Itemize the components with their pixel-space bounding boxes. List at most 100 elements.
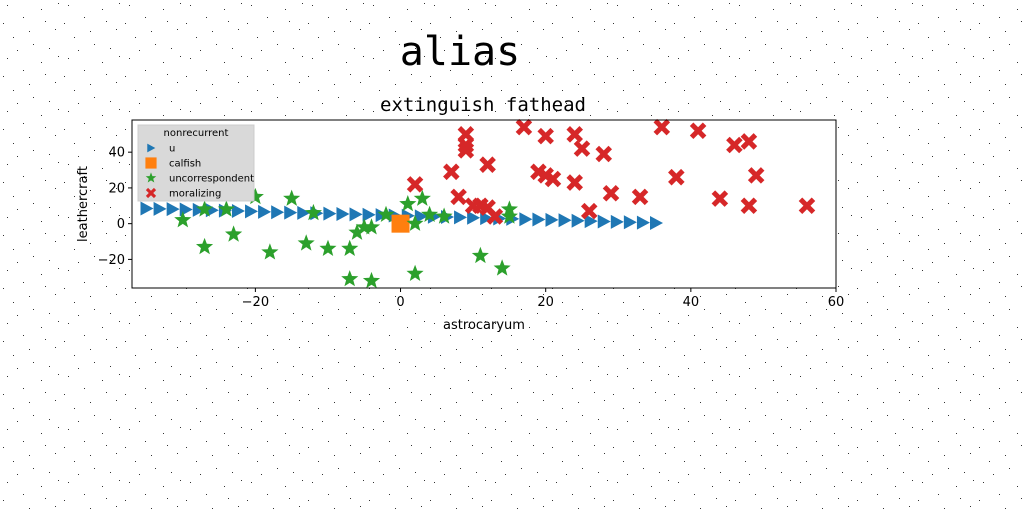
data-point-moralizing bbox=[668, 168, 685, 186]
data-marks bbox=[140, 118, 816, 289]
data-point-uncorrespondent bbox=[421, 205, 439, 222]
legend-label-u: u bbox=[169, 144, 175, 155]
data-point-uncorrespondent bbox=[362, 218, 381, 235]
data-point-u bbox=[584, 214, 598, 229]
data-point-moralizing bbox=[602, 185, 620, 202]
legend-marker-calfish bbox=[145, 157, 157, 169]
data-point-uncorrespondent bbox=[413, 189, 431, 206]
data-point-moralizing bbox=[406, 176, 424, 193]
legend-marker-uncorrespondent bbox=[145, 172, 157, 183]
data-point-uncorrespondent bbox=[406, 214, 424, 231]
data-point-moralizing bbox=[486, 208, 504, 225]
data-point-u bbox=[610, 214, 624, 229]
data-point-uncorrespondent bbox=[355, 218, 373, 235]
x-tick-label: 60 bbox=[828, 295, 845, 310]
legend-label-calfish: calfish bbox=[169, 159, 201, 170]
data-point-uncorrespondent bbox=[406, 264, 424, 281]
data-point-u bbox=[349, 207, 363, 222]
data-point-uncorrespondent bbox=[174, 211, 192, 228]
data-point-uncorrespondent bbox=[348, 223, 366, 240]
data-point-uncorrespondent bbox=[196, 200, 214, 217]
data-point-uncorrespondent bbox=[304, 203, 322, 221]
data-point-u bbox=[271, 205, 285, 220]
data-point-u bbox=[140, 201, 154, 216]
y-tick-label: 20 bbox=[108, 181, 125, 196]
y-axis: −20 0 20 40 bbox=[98, 146, 132, 268]
data-point-moralizing bbox=[566, 174, 583, 191]
y-tick-label: −20 bbox=[98, 253, 125, 268]
data-point-calfish bbox=[391, 214, 410, 233]
data-point-u bbox=[414, 209, 428, 224]
data-point-u bbox=[284, 205, 298, 220]
data-point-u bbox=[153, 201, 167, 216]
x-axis: −20 0 20 40 60 bbox=[242, 288, 845, 310]
legend-label-moralizing: moralizing bbox=[169, 189, 221, 200]
data-point-moralizing bbox=[740, 133, 758, 150]
data-point-moralizing bbox=[573, 140, 591, 157]
data-point-u bbox=[231, 203, 245, 218]
data-point-u bbox=[166, 202, 180, 217]
data-point-moralizing bbox=[726, 136, 743, 154]
data-point-u bbox=[245, 204, 259, 219]
plot-frame bbox=[131, 119, 837, 289]
data-point-uncorrespondent bbox=[225, 225, 243, 242]
data-point-moralizing bbox=[740, 197, 758, 215]
data-point-u bbox=[336, 207, 350, 222]
data-point-uncorrespondent bbox=[261, 243, 279, 260]
data-point-moralizing bbox=[580, 202, 598, 220]
data-point-moralizing bbox=[544, 170, 562, 188]
data-point-u bbox=[519, 212, 533, 227]
y-tick-label: 40 bbox=[108, 146, 125, 161]
data-point-moralizing bbox=[443, 163, 460, 181]
data-point-uncorrespondent bbox=[362, 271, 381, 289]
data-point-u bbox=[323, 206, 337, 221]
x-tick-label: 20 bbox=[537, 295, 554, 310]
data-point-moralizing bbox=[798, 197, 816, 215]
legend-title: nonrecurrent bbox=[164, 128, 229, 139]
data-point-moralizing bbox=[595, 145, 613, 163]
data-point-uncorrespondent bbox=[377, 205, 395, 222]
data-point-uncorrespondent bbox=[217, 200, 235, 217]
figure-suptitle: alias bbox=[400, 29, 520, 75]
data-point-moralizing bbox=[457, 142, 475, 159]
data-point-uncorrespondent bbox=[283, 189, 301, 206]
data-point-uncorrespondent bbox=[319, 239, 337, 256]
data-point-u bbox=[454, 210, 468, 225]
legend-marker-u bbox=[147, 143, 156, 153]
data-point-u bbox=[297, 205, 311, 220]
data-point-uncorrespondent bbox=[471, 246, 489, 264]
series-moralizing bbox=[406, 118, 816, 225]
data-point-uncorrespondent bbox=[341, 270, 359, 287]
y-tick-label: 0 bbox=[117, 217, 125, 232]
data-point-uncorrespondent bbox=[246, 187, 264, 205]
data-point-moralizing bbox=[515, 118, 533, 136]
data-point-u bbox=[258, 204, 272, 219]
data-point-moralizing bbox=[566, 126, 583, 143]
data-point-u bbox=[597, 214, 611, 229]
data-point-moralizing bbox=[631, 188, 649, 206]
data-point-uncorrespondent bbox=[435, 207, 453, 224]
series-calfish bbox=[391, 214, 410, 233]
legend-label-uncorrespondent: uncorrespondent bbox=[169, 174, 254, 185]
data-point-moralizing bbox=[479, 156, 496, 173]
data-point-moralizing bbox=[450, 188, 467, 206]
data-point-u bbox=[636, 215, 650, 230]
data-point-u bbox=[558, 213, 572, 228]
legend: nonrecurrent u calfish uncorrespondent mora… bbox=[137, 124, 255, 202]
data-point-uncorrespondent bbox=[500, 200, 518, 217]
data-point-u bbox=[532, 212, 546, 227]
data-point-uncorrespondent bbox=[500, 207, 518, 224]
data-point-u bbox=[623, 215, 637, 230]
data-point-moralizing bbox=[747, 167, 765, 184]
y-axis-label: leathercraft bbox=[76, 166, 91, 242]
data-point-moralizing bbox=[537, 127, 554, 145]
data-point-u bbox=[467, 210, 481, 225]
data-point-uncorrespondent bbox=[341, 239, 359, 256]
data-point-moralizing bbox=[711, 190, 729, 207]
data-point-uncorrespondent bbox=[196, 237, 214, 255]
x-tick-label: 40 bbox=[683, 295, 700, 310]
data-point-u bbox=[192, 202, 206, 217]
axes-title: extinguish fathead bbox=[380, 94, 586, 116]
legend-marker-moralizing bbox=[145, 187, 157, 199]
